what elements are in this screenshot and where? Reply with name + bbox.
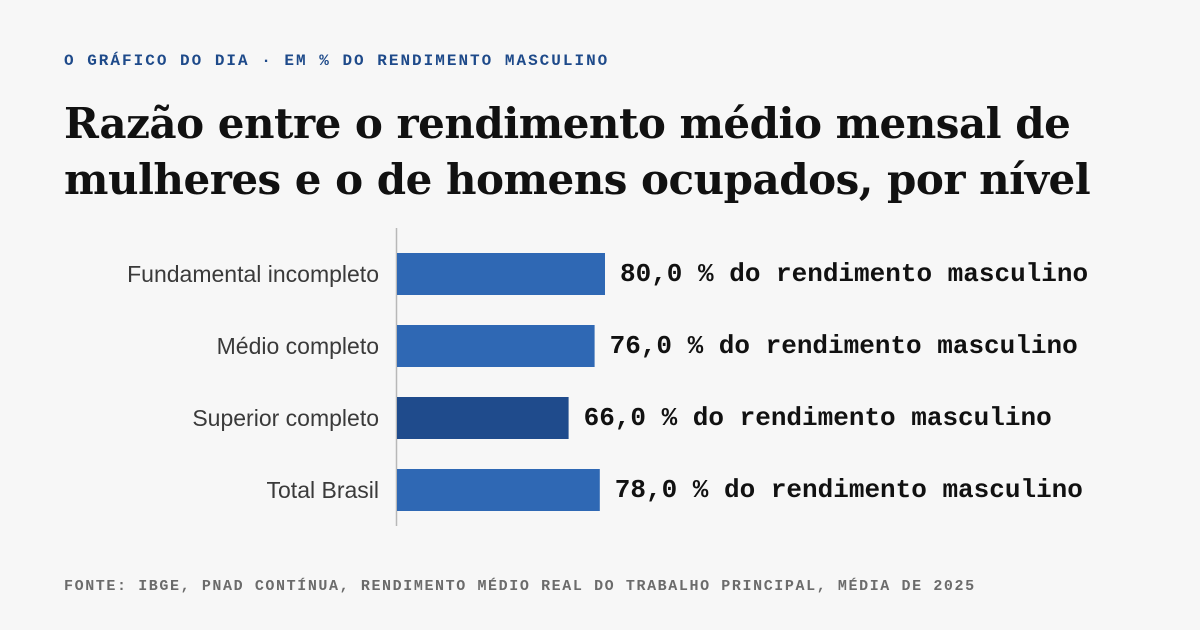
value-label-3: 78,0 % do rendimento masculino [615,475,1083,505]
bar-0 [397,253,605,295]
bar-chart: Fundamental incompleto 80,0 % do rendimen… [0,226,1200,528]
chart-title: Razão entre o rendimento médio mensal de… [64,99,1091,204]
bar-3 [397,469,600,511]
bar-1 [397,325,595,367]
category-label-3: Total Brasil [267,477,379,503]
category-label-1: Médio completo [217,333,379,359]
category-label-0: Fundamental incompleto [127,261,379,287]
bar-2 [397,397,569,439]
bar-chart-svg: Fundamental incompleto 80,0 % do rendimen… [127,228,1088,526]
chart-source: FONTE: IBGE, PNAD CONTÍNUA, RENDIMENTO M… [64,578,976,595]
chart-kicker: O GRÁFICO DO DIA · EM % DO RENDIMENTO MA… [64,52,610,70]
value-label-2: 66,0 % do rendimento masculino [584,403,1052,433]
value-label-1: 76,0 % do rendimento masculino [610,331,1078,361]
category-label-2: Superior completo [192,405,379,431]
value-label-0: 80,0 % do rendimento masculino [620,259,1088,289]
